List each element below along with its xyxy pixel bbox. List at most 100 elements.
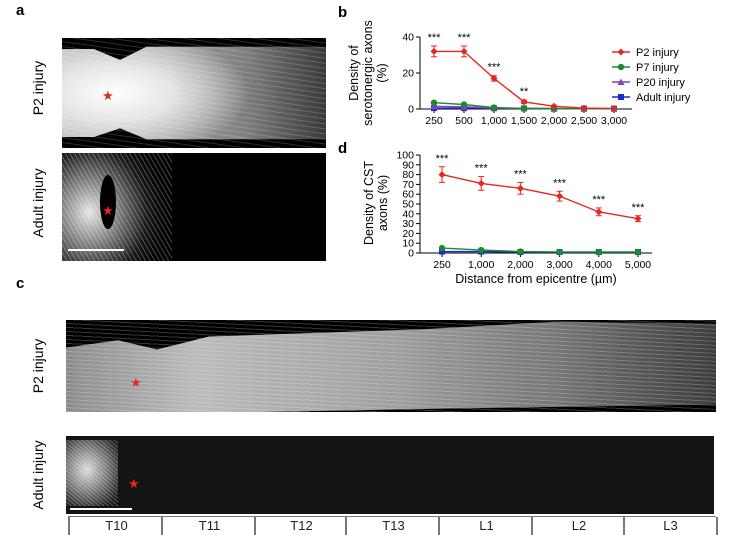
chart-d-significance-label: *** xyxy=(475,163,489,175)
chart-b-ylabel: Density ofserotonergic axons(%) xyxy=(347,20,389,126)
chart-b-series-line-adult-injury xyxy=(434,107,614,110)
chart-d-xtick-label: 250 xyxy=(433,259,451,271)
chart-d-point-adult-injury xyxy=(635,249,641,256)
panel-a-letter: a xyxy=(16,2,25,19)
chart-d-point-p2-injury xyxy=(556,192,564,200)
chart-b-point-adult-injury xyxy=(431,105,437,112)
chart-b-point-p7-injury xyxy=(520,105,528,112)
chart-b-xtick-label: 500 xyxy=(455,115,473,127)
panel-c-letter: c xyxy=(16,275,25,292)
segment-l2: L2 xyxy=(531,517,625,535)
chart-d-xtick-label: 2,000 xyxy=(507,259,533,271)
chart-d-point-p2-injury xyxy=(516,184,524,192)
chart-b-point-p20-injury xyxy=(550,105,558,112)
chart-b-point-adult-injury xyxy=(611,105,617,112)
chart-b-point-p20-injury xyxy=(430,102,438,110)
chart-b-series-line-p2-injury xyxy=(434,50,615,110)
chart-d-ytick-label: 20 xyxy=(402,228,414,240)
chart-d-xlabel: Distance from epicentre (µm) xyxy=(455,272,616,286)
micrograph-a-adult: ★ xyxy=(62,153,326,261)
chart-d-significance-label: *** xyxy=(592,194,606,206)
chart-b-xtick-label: 2,000 xyxy=(541,115,567,127)
scale-bar-a xyxy=(68,249,124,251)
chart-d-ytick-label: 90 xyxy=(402,159,414,171)
scale-bar-c xyxy=(70,508,132,510)
chart-d-point-adult-injury xyxy=(439,248,445,255)
chart-d-xtick-label: 1,000 xyxy=(468,259,494,271)
micrograph-a-p2: ★ xyxy=(62,38,326,148)
chart-b-point-p7-injury xyxy=(490,104,498,111)
panel-c-row-label-adult: Adult injury xyxy=(30,440,46,510)
chart-d-significance-label: *** xyxy=(553,177,567,189)
chart-d-series-line-p7-injury xyxy=(441,247,638,253)
chart-d-xtick-label: 5,000 xyxy=(625,259,651,271)
chart-d-significance-label: *** xyxy=(436,153,450,165)
chart-b-xtick-label: 1,500 xyxy=(511,115,537,127)
chart-b-series-line-p7-injury xyxy=(433,102,614,110)
lesion-marker-c-p2: ★ xyxy=(130,375,142,390)
chart-b-xtick-label: 1,000 xyxy=(481,115,507,127)
chart-d-ytick-label: 40 xyxy=(402,208,414,220)
legend-marker-p2-injury xyxy=(617,48,625,56)
chart-d-point-p7-injury xyxy=(438,244,446,252)
chart-b-significance-label: *** xyxy=(428,32,442,44)
chart-b-point-adult-injury xyxy=(521,105,527,112)
segment-ruler xyxy=(68,516,716,517)
lesion-marker-a-p2: ★ xyxy=(102,88,114,103)
chart-b-point-p7-injury xyxy=(550,105,558,112)
lesion-marker-c-adult: ★ xyxy=(128,476,140,491)
chart-d-point-adult-injury xyxy=(595,249,602,256)
chart-d-point-p7-injury xyxy=(478,246,485,254)
chart-b-point-p20-injury xyxy=(460,103,468,110)
chart-b-significance-label: ** xyxy=(520,86,529,98)
chart-d-point-p7-injury xyxy=(556,248,563,256)
chart-b-ytick-label: 40 xyxy=(402,32,414,44)
micrograph-c-p2: ★ xyxy=(66,320,716,412)
chart-b-point-p20-injury xyxy=(520,104,528,112)
chart-d-ytick-label: 80 xyxy=(402,169,414,181)
chart-d-point-p2-injury xyxy=(438,171,446,179)
legend-label-p2-injury: P2 injury xyxy=(636,47,679,59)
chart-b-point-adult-injury xyxy=(461,105,467,112)
chart-b-point-p2-injury xyxy=(610,104,618,112)
chart-b-point-adult-injury xyxy=(551,105,557,112)
legend-label-adult-injury: Adult injury xyxy=(636,92,691,104)
chart-d-point-p7-injury xyxy=(634,248,642,256)
segment-t10: T10 xyxy=(68,517,163,535)
chart-b-xtick-label: 3,000 xyxy=(601,115,627,127)
chart-d-point-p7-injury xyxy=(517,248,524,255)
panel-a-row-label-p2: P2 injury xyxy=(30,60,46,116)
chart-d-ytick-label: 30 xyxy=(402,218,414,230)
chart-b-ytick-label: 20 xyxy=(402,68,414,80)
chart-d-ytick-label: 50 xyxy=(402,199,414,211)
chart-d-ytick-label: 60 xyxy=(402,189,414,201)
chart-d-point-adult-injury xyxy=(517,249,524,256)
chart-d-point-p2-injury xyxy=(477,179,485,187)
chart-b-point-p2-injury xyxy=(550,102,558,110)
chart-b-point-p7-injury xyxy=(430,99,438,106)
chart-d-ylabel: Density of CSTaxons (%) xyxy=(362,161,390,245)
segment-l3: L3 xyxy=(623,517,718,535)
chart-b-xtick-label: 250 xyxy=(425,115,443,127)
legend-label-p20-injury: P20 injury xyxy=(636,77,685,89)
chart-b-point-adult-injury xyxy=(491,105,497,112)
legend-label-p7-injury: P7 injury xyxy=(636,62,679,74)
chart-b-point-p7-injury xyxy=(610,105,618,112)
panel-a-row-label-adult: Adult injury xyxy=(30,168,46,238)
chart-b-point-p2-injury xyxy=(520,98,528,106)
panel-d-letter: d xyxy=(338,140,348,157)
chart-d-ytick-label: 100 xyxy=(396,150,414,162)
chart-d-significance-label: *** xyxy=(514,168,528,180)
chart-b-series-line-p20-injury xyxy=(433,105,614,110)
chart-d-point-adult-injury xyxy=(556,249,563,256)
panel-b-letter: b xyxy=(338,4,348,21)
segment-t13: T13 xyxy=(345,517,440,535)
chart-d-point-adult-injury xyxy=(478,248,485,255)
legend-marker-adult-injury xyxy=(618,94,624,100)
segment-t11: T11 xyxy=(161,517,256,535)
chart-d-ytick-label: 10 xyxy=(402,238,414,250)
chart-d-series-line-p2-injury xyxy=(441,173,639,220)
chart-b-point-p2-injury xyxy=(430,47,438,55)
segment-l1: L1 xyxy=(438,517,533,535)
chart-d-xtick-label: 3,000 xyxy=(546,259,572,271)
